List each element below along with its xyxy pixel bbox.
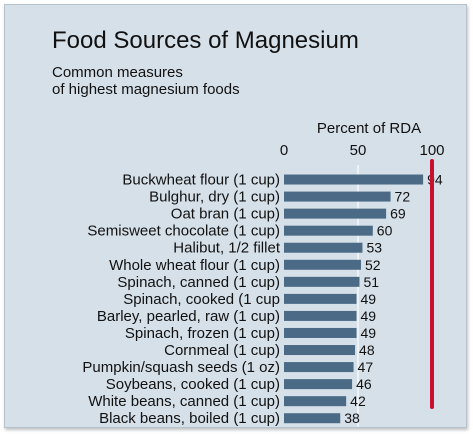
value-label: 47 bbox=[358, 359, 374, 375]
chart-panel: Food Sources of Magnesium Common measure… bbox=[4, 4, 467, 428]
category-label: Bulghur, dry (1 cup) bbox=[149, 189, 280, 206]
category-labels: Buckwheat flour (1 cup)Bulghur, dry (1 c… bbox=[82, 172, 280, 428]
value-label: 46 bbox=[356, 376, 372, 392]
value-label: 53 bbox=[366, 240, 382, 256]
chart-subtitle-line-1: Common measures bbox=[52, 64, 183, 81]
category-label: White beans, canned (1 cup) bbox=[88, 393, 280, 410]
value-label: 72 bbox=[395, 189, 411, 205]
bar bbox=[284, 362, 354, 373]
category-label: Semisweet chocolate (1 cup) bbox=[87, 223, 280, 240]
category-label: Halibut, 1/2 fillet bbox=[173, 240, 281, 257]
bar bbox=[284, 396, 347, 407]
bar bbox=[284, 276, 360, 287]
category-label: Barley, pearled, raw (1 cup) bbox=[97, 308, 280, 325]
bar bbox=[284, 293, 357, 304]
chart-subtitle-line-2: of highest magnesium foods bbox=[52, 81, 240, 98]
value-label: 49 bbox=[361, 308, 377, 324]
value-label: 69 bbox=[390, 206, 406, 222]
category-label: Cornmeal (1 cup) bbox=[164, 342, 280, 359]
bars bbox=[284, 174, 424, 424]
bar bbox=[284, 327, 357, 338]
bar bbox=[284, 413, 341, 424]
bar bbox=[284, 379, 353, 390]
bar bbox=[284, 242, 363, 253]
value-label: 38 bbox=[344, 410, 360, 426]
bar bbox=[284, 310, 357, 321]
x-tick-label: 100 bbox=[419, 142, 444, 159]
bar bbox=[284, 191, 391, 202]
bar bbox=[284, 208, 387, 219]
category-label: Oat bran (1 cup) bbox=[171, 206, 280, 223]
value-label: 49 bbox=[361, 291, 377, 307]
x-axis-ticks: 0 50 100 bbox=[280, 142, 445, 159]
category-label: Black beans, boiled (1 cup) bbox=[99, 410, 280, 427]
x-tick-label: 50 bbox=[350, 142, 367, 159]
value-label: 51 bbox=[363, 274, 379, 290]
x-axis-label: Percent of RDA bbox=[317, 120, 421, 137]
value-label: 42 bbox=[350, 393, 366, 409]
category-label: Spinach, frozen (1 cup) bbox=[125, 325, 280, 342]
chart-title: Food Sources of Magnesium bbox=[52, 27, 359, 54]
bar bbox=[284, 259, 361, 270]
category-label: Buckwheat flour (1 cup) bbox=[122, 172, 280, 189]
category-label: Whole wheat flour (1 cup) bbox=[109, 257, 280, 274]
bar bbox=[284, 345, 356, 356]
value-label: 94 bbox=[427, 172, 443, 188]
value-label: 48 bbox=[359, 342, 375, 358]
x-tick-label: 0 bbox=[280, 142, 288, 159]
magnesium-bar-chart: Food Sources of Magnesium Common measure… bbox=[52, 27, 445, 428]
category-label: Spinach, cooked (1 cup bbox=[123, 291, 280, 308]
value-label: 60 bbox=[377, 223, 393, 239]
value-label: 52 bbox=[365, 257, 381, 273]
category-label: Pumpkin/squash seeds (1 oz) bbox=[82, 359, 280, 376]
value-label: 49 bbox=[361, 325, 377, 341]
bar bbox=[284, 225, 373, 236]
bar bbox=[284, 174, 424, 185]
category-label: Soybeans, cooked (1 cup) bbox=[106, 376, 280, 393]
category-label: Spinach, canned (1 cup) bbox=[117, 274, 280, 291]
